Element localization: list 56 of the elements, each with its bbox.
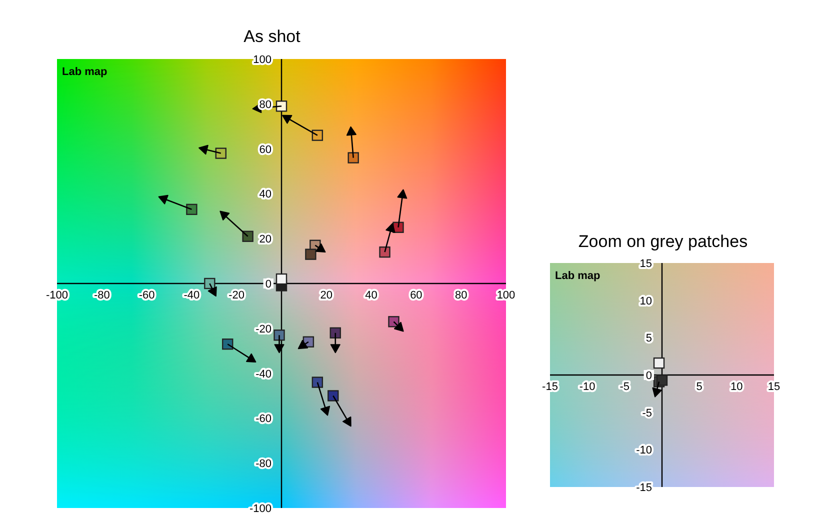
x-tick-label: -20 [228, 290, 245, 302]
point [320, 406, 330, 416]
y-tick-label: -20 [256, 323, 272, 336]
point [276, 273, 288, 285]
y-tick-label: 15 [640, 258, 652, 270]
point [198, 144, 208, 155]
y-tick-label: 40 [259, 188, 272, 201]
point [282, 114, 292, 124]
x-tick-label: 80 [454, 290, 468, 302]
annotation: Lab map [555, 270, 601, 282]
y-tick-label: -10 [636, 444, 652, 457]
point [312, 130, 324, 141]
x-tick-label: -15 [542, 381, 558, 393]
x-tick-label: -40 [184, 290, 200, 302]
point [379, 246, 390, 258]
point [186, 204, 198, 216]
x-tick-label: 60 [410, 290, 422, 302]
point [330, 344, 340, 354]
x-tick-label: 20 [320, 290, 333, 302]
chart-title: As shot [244, 27, 301, 46]
y-tick-label: 60 [259, 144, 272, 156]
point [215, 148, 226, 159]
point [222, 338, 234, 350]
y-tick-label: 5 [646, 332, 652, 345]
y-tick-label: -15 [636, 482, 652, 494]
x-tick-label: -5 [620, 381, 630, 393]
point [204, 278, 216, 290]
x-tick-label: -60 [138, 290, 155, 302]
x-tick-label: -100 [46, 290, 68, 302]
point [158, 194, 168, 204]
x-tick-label: -80 [94, 290, 110, 302]
point [220, 210, 230, 220]
x-tick-label: 10 [730, 381, 743, 393]
y-tick-label: -40 [256, 368, 272, 380]
point [346, 126, 356, 136]
point [305, 248, 316, 260]
point [328, 390, 339, 402]
point [242, 230, 254, 242]
x-tick-label: 40 [365, 290, 378, 302]
point [276, 100, 288, 112]
point [348, 152, 359, 164]
y-tick-label: -5 [642, 407, 652, 420]
x-tick-label: 15 [768, 381, 780, 393]
y-tick-label: -60 [256, 413, 272, 426]
chart-title: Zoom on grey patches [578, 232, 748, 251]
point [330, 327, 341, 338]
point [397, 189, 408, 199]
point [312, 376, 324, 388]
point [386, 223, 396, 233]
point [274, 344, 284, 354]
y-tick-label: 20 [259, 234, 272, 246]
y-tick-label: -80 [256, 458, 272, 470]
annotation: Lab map [62, 66, 108, 78]
point [274, 330, 285, 341]
x-tick-label: -10 [579, 381, 596, 393]
x-tick-label: 5 [696, 381, 702, 393]
